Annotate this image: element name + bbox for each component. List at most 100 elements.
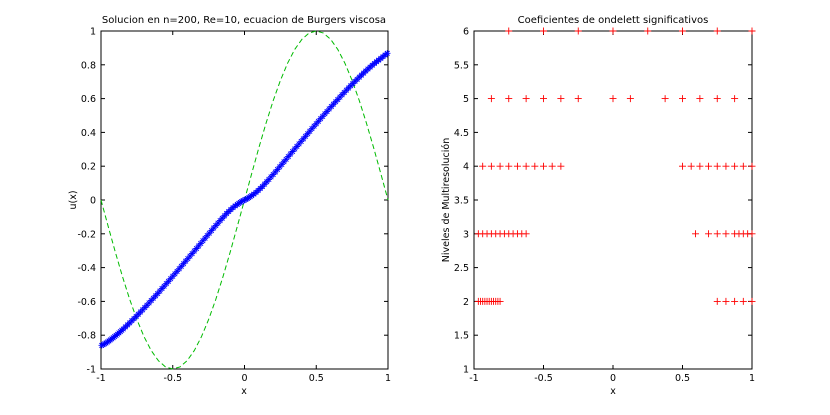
data-point-asterisk bbox=[295, 140, 303, 148]
data-point-asterisk bbox=[208, 227, 215, 234]
data-point-asterisk bbox=[289, 148, 296, 155]
data-point-plus bbox=[644, 27, 652, 35]
x-tick-label: 1 bbox=[385, 373, 391, 384]
data-point-asterisk bbox=[188, 250, 196, 257]
data-point-plus bbox=[531, 162, 539, 170]
data-point-asterisk bbox=[176, 265, 183, 272]
data-point-plus bbox=[722, 230, 730, 238]
data-point-plus bbox=[713, 230, 721, 238]
data-point-plus bbox=[661, 95, 669, 103]
chart-wavelet-coefficients: Coeficientes de ondelett significativos … bbox=[441, 15, 756, 397]
data-point-asterisk bbox=[302, 133, 309, 140]
data-point-plus bbox=[540, 27, 547, 35]
y-tick-label: 4.5 bbox=[454, 128, 469, 139]
x-axis-label: x bbox=[241, 386, 247, 397]
data-point-plus bbox=[609, 95, 617, 103]
data-point-plus bbox=[705, 230, 713, 238]
data-point-plus bbox=[496, 297, 504, 305]
data-point-asterisk bbox=[201, 234, 209, 242]
plot-area: -1 -0.5 0 0.5 1 -1 -0.8 -0.6 -0.4 -0.2 0 0.2 0.4 0.6 0… bbox=[77, 27, 391, 385]
data-point-plus bbox=[722, 162, 730, 170]
data-point-asterisk bbox=[285, 153, 292, 160]
y-tick-label: 0.8 bbox=[81, 60, 96, 71]
data-point-plus bbox=[679, 95, 686, 103]
y-tick-label: -0.8 bbox=[77, 331, 96, 342]
data-point-asterisk bbox=[167, 275, 174, 282]
data-point-asterisk bbox=[191, 247, 198, 255]
y-axis-label: u(x) bbox=[68, 190, 79, 209]
data-point-asterisk bbox=[297, 138, 305, 145]
data-point-asterisk bbox=[165, 278, 172, 285]
y-tick-label: -1 bbox=[87, 365, 96, 376]
data-point-plus bbox=[557, 95, 565, 103]
data-point-plus bbox=[496, 162, 504, 170]
data-point-asterisk bbox=[186, 252, 194, 260]
data-point-asterisk bbox=[178, 263, 185, 270]
x-tick-label: 0 bbox=[610, 373, 616, 384]
data-point-asterisk bbox=[308, 125, 316, 132]
data-point-plus bbox=[679, 27, 686, 35]
y-tick-label: 0 bbox=[90, 196, 96, 207]
data-point-plus bbox=[557, 162, 565, 170]
data-point-asterisk bbox=[210, 224, 217, 232]
data-point-plus bbox=[505, 162, 513, 170]
data-point-plus bbox=[522, 230, 530, 238]
data-point-plus bbox=[626, 95, 634, 103]
data-point-asterisk bbox=[282, 156, 290, 163]
data-point-plus bbox=[722, 297, 730, 305]
data-point-plus bbox=[679, 162, 686, 170]
data-point-asterisk bbox=[173, 268, 181, 275]
y-tick-label: 2.5 bbox=[454, 263, 469, 274]
data-point-asterisk bbox=[291, 145, 298, 153]
data-point-asterisk bbox=[197, 240, 204, 247]
y-tick-label: -0.4 bbox=[77, 263, 96, 274]
data-point-asterisk bbox=[315, 118, 322, 125]
data-point-asterisk bbox=[239, 197, 247, 204]
x-tick-label: 0.5 bbox=[309, 373, 324, 384]
data-point-asterisk bbox=[276, 163, 283, 171]
x-axis-label: x bbox=[610, 386, 616, 397]
data-point-plus bbox=[739, 297, 747, 305]
y-tick-label: 4 bbox=[463, 162, 469, 173]
x-tick-label: -1 bbox=[469, 373, 478, 384]
data-point-plus bbox=[696, 162, 704, 170]
data-point-asterisk bbox=[203, 232, 211, 239]
data-point-plus bbox=[540, 95, 547, 103]
y-tick-label: 3.5 bbox=[454, 196, 469, 207]
data-point-asterisk bbox=[160, 282, 168, 290]
data-point-asterisk bbox=[293, 143, 301, 150]
data-point-plus bbox=[487, 95, 495, 103]
data-point-asterisk bbox=[195, 242, 202, 250]
x-tick-label: 1 bbox=[749, 373, 755, 384]
data-point-asterisk bbox=[199, 237, 207, 244]
data-point-asterisk bbox=[184, 255, 192, 262]
data-point-plus bbox=[713, 95, 721, 103]
data-point-plus bbox=[540, 162, 547, 170]
data-point-plus bbox=[692, 230, 700, 238]
data-point-plus bbox=[609, 27, 617, 35]
y-tick-label: 0.4 bbox=[81, 128, 96, 139]
plot-area: -1 -0.5 0 0.5 1 1 1.5 2 2.5 3 3.5 4 4.5 5 5.5 6 bbox=[454, 27, 756, 384]
y-tick-label: 2 bbox=[463, 297, 469, 308]
x-tick-label: 0.5 bbox=[675, 373, 690, 384]
data-point-plus bbox=[505, 95, 513, 103]
data-point-asterisk bbox=[384, 50, 391, 57]
data-point-asterisk bbox=[206, 229, 213, 237]
y-tick-label: 1 bbox=[90, 27, 96, 38]
data-point-asterisk bbox=[182, 257, 189, 265]
data-point-plus bbox=[479, 162, 487, 170]
data-point-asterisk bbox=[214, 219, 222, 227]
data-point-asterisk bbox=[274, 166, 281, 173]
data-point-plus bbox=[748, 27, 756, 35]
data-point-plus bbox=[713, 297, 721, 305]
data-point-plus bbox=[731, 297, 739, 305]
y-tick-label: -0.2 bbox=[77, 229, 96, 240]
data-point-asterisk bbox=[272, 168, 279, 176]
data-point-plus bbox=[705, 162, 713, 170]
data-point-plus bbox=[748, 297, 756, 305]
chart-title: Solucion en n=200, Re=10, ecuacion de Bu… bbox=[102, 15, 386, 26]
y-tick-label: 1.5 bbox=[454, 331, 469, 342]
y-tick-label: 5 bbox=[463, 94, 469, 105]
data-point-plus bbox=[505, 27, 513, 35]
y-tick-label: 0.6 bbox=[81, 94, 96, 105]
